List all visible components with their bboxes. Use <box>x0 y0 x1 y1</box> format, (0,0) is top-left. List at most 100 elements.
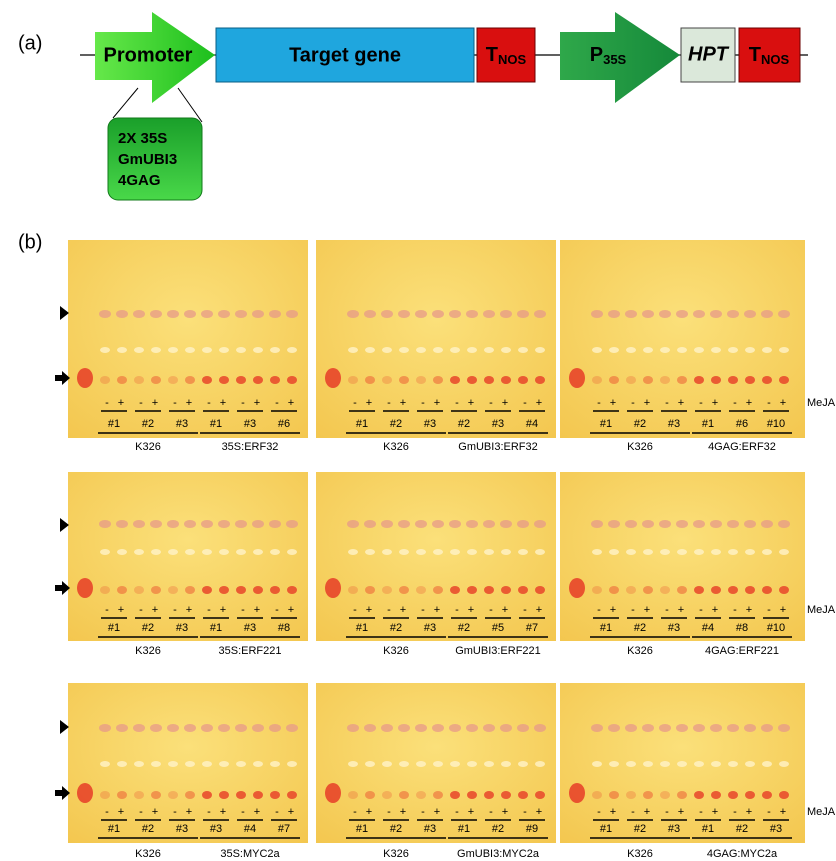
sample-spot <box>592 376 602 384</box>
sample-spot <box>134 791 144 799</box>
reference-spot <box>77 368 93 388</box>
sample-spot <box>134 586 144 594</box>
sample-spot <box>450 376 460 384</box>
sample-spot <box>535 761 545 767</box>
sample-spot <box>134 347 144 353</box>
line-label: #1 <box>702 823 714 835</box>
sample-spot <box>517 520 529 528</box>
treatment-sign: - <box>139 397 143 409</box>
line-label: #2 <box>390 622 402 634</box>
sample-spot <box>534 310 546 318</box>
sample-spot <box>711 549 721 555</box>
sample-spot <box>253 791 263 799</box>
sample-spot <box>286 520 298 528</box>
treatment-sign: - <box>699 604 703 616</box>
sample-spot <box>151 347 161 353</box>
line-label: #1 <box>108 823 120 835</box>
sample-spot <box>694 549 704 555</box>
treatment-sign: + <box>502 397 508 409</box>
sample-spot <box>484 761 494 767</box>
target-gene-label: Target gene <box>289 44 401 66</box>
treatment-sign: + <box>400 604 406 616</box>
line-label: #3 <box>492 418 504 430</box>
treatment-sign: + <box>152 806 158 818</box>
sample-spot <box>643 791 653 799</box>
line-label: #1 <box>356 418 368 430</box>
line-label: #2 <box>142 418 154 430</box>
figure: (a) Promoter Target gene TNOS P35S HPT T… <box>0 0 836 861</box>
sample-spot <box>728 347 738 353</box>
sample-spot <box>150 724 162 732</box>
sample-spot <box>168 761 178 767</box>
treatment-sign: - <box>207 604 211 616</box>
treatment-sign: - <box>733 397 737 409</box>
sample-spot <box>202 586 212 594</box>
treatment-sign: - <box>173 604 177 616</box>
sample-spot <box>433 586 443 594</box>
treatment-sign: + <box>610 397 616 409</box>
sample-spot <box>270 791 280 799</box>
promoter-option: 2X 35S <box>118 130 167 147</box>
sample-spot <box>591 310 603 318</box>
treatment-sign: + <box>502 806 508 818</box>
sample-spot <box>398 310 410 318</box>
origin-marker <box>60 306 69 320</box>
sample-spot <box>660 791 670 799</box>
treatment-sign: + <box>746 806 752 818</box>
sample-spot <box>235 520 247 528</box>
sample-spot <box>693 310 705 318</box>
treatment-sign: - <box>387 806 391 818</box>
sample-spot <box>501 376 511 384</box>
terminator-sub: NOS <box>761 52 790 67</box>
treatment-sign: + <box>712 397 718 409</box>
sample-spot <box>202 791 212 799</box>
sample-spot <box>517 724 529 732</box>
sample-spot <box>167 520 179 528</box>
treatment-sign: - <box>523 806 527 818</box>
sample-spot <box>399 549 409 555</box>
treatment-sign: - <box>173 397 177 409</box>
line-label: #3 <box>176 823 188 835</box>
line-label: #3 <box>176 418 188 430</box>
sample-spot <box>677 376 687 384</box>
treatment-sign: + <box>254 397 260 409</box>
sample-spot <box>728 761 738 767</box>
sample-spot <box>676 724 688 732</box>
sample-spot <box>202 376 212 384</box>
reference-spot <box>569 368 585 388</box>
sample-spot <box>744 520 756 528</box>
line-label: #6 <box>278 418 290 430</box>
sample-spot <box>466 310 478 318</box>
sample-spot <box>450 347 460 353</box>
sample-spot <box>518 549 528 555</box>
sample-spot <box>467 761 477 767</box>
sample-spot <box>218 310 230 318</box>
sample-spot <box>167 310 179 318</box>
sample-spot <box>660 586 670 594</box>
treatment-sign: - <box>455 806 459 818</box>
sample-spot <box>677 586 687 594</box>
sample-spot <box>433 791 443 799</box>
treatment-sign: - <box>173 806 177 818</box>
treatment-sign: - <box>631 397 635 409</box>
sample-spot <box>710 724 722 732</box>
sample-spot <box>287 761 297 767</box>
sample-spot <box>626 761 636 767</box>
treatment-sign: - <box>275 397 279 409</box>
construct-label: 35S:ERF221 <box>219 645 282 657</box>
sample-spot <box>484 376 494 384</box>
sample-spot <box>381 310 393 318</box>
sample-spot <box>450 586 460 594</box>
sample-spot <box>202 761 212 767</box>
sample-spot <box>381 520 393 528</box>
treatment-sign: + <box>186 806 192 818</box>
sample-spot <box>449 310 461 318</box>
treatment-sign: + <box>220 397 226 409</box>
sample-spot <box>151 586 161 594</box>
sample-spot <box>484 549 494 555</box>
sample-spot <box>365 347 375 353</box>
sample-spot <box>399 347 409 353</box>
sample-spot <box>382 376 392 384</box>
line-label: #4 <box>526 418 538 430</box>
sample-spot <box>218 520 230 528</box>
